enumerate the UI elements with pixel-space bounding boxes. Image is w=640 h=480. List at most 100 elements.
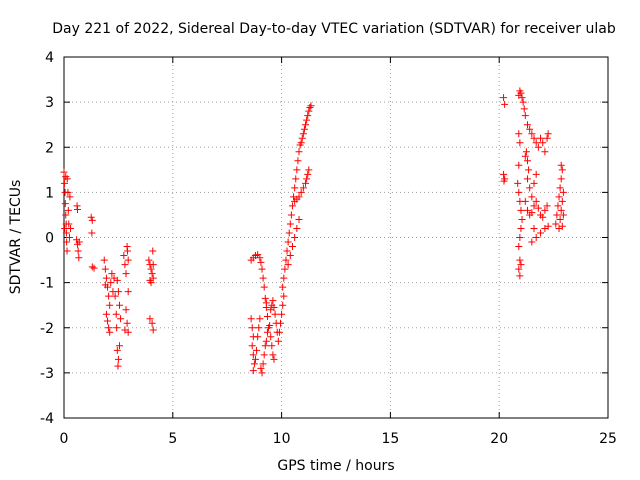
data-point <box>120 252 128 260</box>
data-point <box>262 337 270 345</box>
data-point <box>259 360 267 368</box>
data-point <box>295 193 303 201</box>
data-point <box>286 220 294 228</box>
data-point <box>557 161 565 169</box>
data-point <box>64 206 72 214</box>
data-point <box>500 94 508 102</box>
data-point <box>522 148 530 156</box>
data-point <box>256 315 264 323</box>
data-point <box>537 134 545 142</box>
data-point <box>304 112 312 120</box>
chart-title: Day 221 of 2022, Sidereal Day-to-day VTE… <box>52 21 616 37</box>
data-point <box>556 184 564 192</box>
data-point <box>115 301 123 309</box>
data-point <box>519 98 527 106</box>
data-point <box>256 254 264 262</box>
data-point <box>530 134 538 142</box>
data-point <box>62 173 70 181</box>
data-point <box>516 139 524 147</box>
data-point <box>88 216 96 224</box>
data-point <box>293 224 301 232</box>
data-point <box>114 288 122 296</box>
data-point <box>291 234 299 241</box>
data-point <box>247 315 255 323</box>
data-point <box>73 206 81 214</box>
data-point <box>554 202 562 210</box>
data-point <box>525 166 533 174</box>
data-point <box>516 272 524 280</box>
data-point <box>263 312 271 320</box>
data-points <box>60 87 567 377</box>
data-point <box>254 333 262 341</box>
data-point <box>284 238 292 246</box>
data-point <box>122 306 130 314</box>
data-point <box>113 276 121 284</box>
data-point <box>537 229 545 237</box>
data-point <box>302 121 310 129</box>
data-point <box>293 166 301 174</box>
data-point <box>122 270 130 278</box>
data-point <box>515 161 523 169</box>
data-point <box>534 143 542 151</box>
data-point <box>541 148 549 156</box>
y-tick-label: -3 <box>40 366 54 382</box>
data-point <box>300 125 308 133</box>
data-point <box>516 234 524 241</box>
data-point <box>532 170 540 178</box>
data-point <box>255 324 263 332</box>
data-point <box>517 261 525 269</box>
data-point <box>281 265 289 273</box>
data-point <box>148 319 156 327</box>
x-axis-label: GPS time / hours <box>277 458 394 474</box>
data-point <box>526 184 534 192</box>
data-point <box>303 175 311 183</box>
data-point <box>282 256 290 264</box>
data-point <box>113 346 121 354</box>
data-point <box>299 184 307 192</box>
data-point <box>521 152 529 160</box>
data-point <box>304 170 312 178</box>
data-point <box>501 100 509 108</box>
data-point <box>88 229 96 237</box>
data-point <box>523 121 531 129</box>
data-point <box>102 310 110 318</box>
data-point <box>269 297 277 305</box>
x-tick-label: 20 <box>490 431 508 447</box>
data-point <box>111 292 119 300</box>
data-point <box>286 252 294 260</box>
data-point <box>532 139 540 147</box>
data-point <box>257 364 265 372</box>
data-point <box>266 321 274 329</box>
data-point <box>544 130 552 138</box>
data-point <box>283 247 291 255</box>
data-point <box>544 222 552 230</box>
data-point <box>517 206 525 214</box>
y-axis-label: SDTVAR / TECUs <box>8 180 24 295</box>
data-point <box>66 193 74 201</box>
data-point <box>274 337 282 345</box>
data-point <box>559 211 567 219</box>
data-point <box>101 281 109 289</box>
data-point <box>146 276 154 284</box>
data-point <box>284 261 292 269</box>
data-point <box>90 264 98 272</box>
data-point <box>515 243 523 251</box>
data-point <box>303 116 311 124</box>
data-point <box>60 179 68 187</box>
data-point <box>279 283 287 291</box>
data-point <box>294 157 302 165</box>
x-tick-label: 25 <box>599 431 617 447</box>
data-point <box>260 351 268 359</box>
data-point <box>521 112 529 120</box>
y-tick-label: 3 <box>45 95 54 111</box>
data-point <box>517 224 525 232</box>
data-point <box>515 188 523 196</box>
data-point <box>261 342 269 350</box>
data-point <box>75 254 83 262</box>
x-tick-label: 10 <box>273 431 291 447</box>
data-point <box>65 220 73 228</box>
data-point <box>288 202 296 210</box>
data-point <box>557 175 565 183</box>
data-point <box>117 315 125 323</box>
data-point <box>270 355 278 363</box>
